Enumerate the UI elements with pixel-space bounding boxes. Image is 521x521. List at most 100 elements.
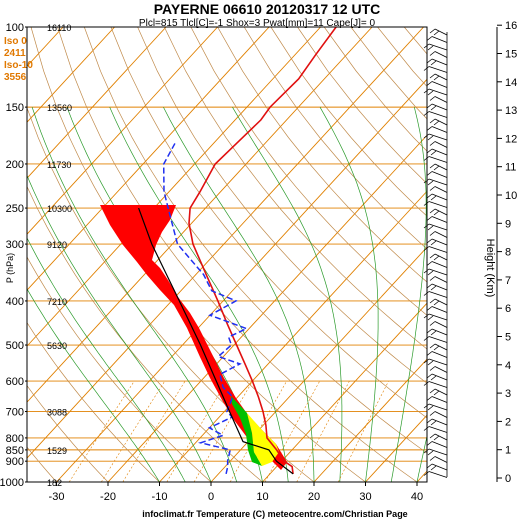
mixing-ratio-line <box>296 380 350 482</box>
wind-barb <box>431 171 448 178</box>
pressure-tick-label: 300 <box>6 239 24 251</box>
wind-barb <box>434 186 448 193</box>
wind-barb-flag <box>426 171 433 176</box>
wind-barb <box>431 238 448 246</box>
wind-barb-flag <box>423 291 430 296</box>
wind-barb-flag <box>423 111 430 116</box>
isotherm <box>27 27 424 459</box>
wind-barb-flag <box>430 285 437 291</box>
wind-barb-flag <box>426 238 433 244</box>
wind-barb-flag <box>429 456 436 461</box>
wind-barb-flag <box>430 150 437 156</box>
wind-barb <box>428 111 448 118</box>
wind-barb <box>431 148 448 156</box>
wind-barb <box>431 418 448 426</box>
wind-barb-flag <box>423 88 430 94</box>
wind-barb <box>434 73 448 81</box>
wind-barb <box>434 433 448 441</box>
dry-adiabat <box>377 27 427 87</box>
dry-adiabat <box>110 27 427 419</box>
x-tick-label: -30 <box>49 491 65 503</box>
wind-barb-flag <box>429 276 436 281</box>
wind-barb <box>428 291 448 298</box>
temperature-line <box>188 27 337 475</box>
wind-barb <box>434 343 448 351</box>
wind-barb-flag <box>429 253 436 259</box>
geopotential-label: 1529 <box>47 446 67 456</box>
wind-barb <box>428 358 448 366</box>
pressure-tick-label: 700 <box>6 407 24 419</box>
cin-area <box>231 396 262 466</box>
mixing-ratio-line <box>166 380 228 482</box>
wind-barb-flag <box>426 81 433 86</box>
isotherm <box>365 414 427 482</box>
wind-barb-flag <box>429 298 436 304</box>
mixing-ratio-line <box>101 380 166 482</box>
wind-barb <box>434 456 448 463</box>
dry-adiabat <box>27 321 161 482</box>
mixing-ratio-line <box>193 380 253 482</box>
wind-barb <box>434 253 448 261</box>
wind-barb-flag <box>433 30 440 36</box>
isotherm <box>27 27 218 235</box>
wind-barb <box>431 103 448 111</box>
background-grid <box>27 27 427 482</box>
mixing-ratio-line <box>68 380 135 482</box>
iso0-value: 2411 <box>4 48 26 59</box>
pressure-tick-label: 200 <box>6 159 24 171</box>
wind-barb <box>428 246 448 253</box>
wind-barb <box>431 306 448 313</box>
wind-barb-flag <box>426 463 433 469</box>
wind-barb <box>434 321 448 328</box>
height-tick-label: 8 <box>505 247 511 259</box>
height-tick-label: 7 <box>505 275 511 287</box>
dry-adiabat <box>27 106 315 482</box>
height-tick-label: 10 <box>505 190 517 202</box>
dry-adiabat <box>243 27 427 250</box>
wind-barb-flag <box>429 186 436 191</box>
x-tick-label: 0 <box>208 491 214 503</box>
wind-barb-flag <box>426 216 433 221</box>
wind-barb <box>434 366 448 373</box>
pressure-tick-label: 800 <box>6 433 24 445</box>
wind-barb-flag <box>429 73 436 79</box>
pressure-tick-label: 400 <box>6 296 24 308</box>
pressure-tick-label: 150 <box>6 102 24 114</box>
moist-adiabat <box>27 288 160 482</box>
wind-barb <box>434 298 448 306</box>
wind-barb-flag <box>430 420 437 426</box>
wind-barb-flag <box>433 120 440 126</box>
wind-barb <box>431 193 448 201</box>
y-axis-title: P (hPa) <box>5 253 15 283</box>
height-tick-label: 14 <box>505 77 517 89</box>
moist-adiabat <box>416 434 427 482</box>
wind-barb <box>431 396 448 403</box>
pressure-tick-label: 250 <box>6 203 24 215</box>
isotherm <box>27 27 373 403</box>
isotherm <box>107 134 427 482</box>
chart-title: PAYERNE 06610 20120317 12 UTC <box>154 1 380 17</box>
wind-barbs <box>423 28 448 478</box>
wind-barb-flag <box>429 118 436 124</box>
height-tick-label: 5 <box>505 332 511 344</box>
isotherm <box>210 246 427 482</box>
wind-barb-flag <box>423 381 430 386</box>
wind-barb-flag <box>426 126 433 131</box>
wind-barb-flag <box>423 223 430 229</box>
pressure-tick-label: 600 <box>6 376 24 388</box>
wind-barb-flag <box>423 43 430 49</box>
isotherm <box>27 27 115 123</box>
pressure-tick-label: 850 <box>6 445 24 457</box>
wind-barb <box>434 118 448 126</box>
dry-adiabat <box>137 27 427 384</box>
wind-barb-flag <box>429 433 436 439</box>
chart-subtitle: Plcl=815 Tlcl[C]=-1 Shox=3 Pwat[mm]=11 C… <box>139 18 376 29</box>
moist-adiabat <box>319 106 379 482</box>
pressure-tick-label: 1000 <box>0 477 24 489</box>
wind-barb-flag <box>433 345 440 351</box>
wind-barb-flag <box>433 255 440 261</box>
wind-barb <box>434 388 448 396</box>
dry-adiabat <box>190 27 427 316</box>
sounding-series <box>138 27 337 475</box>
